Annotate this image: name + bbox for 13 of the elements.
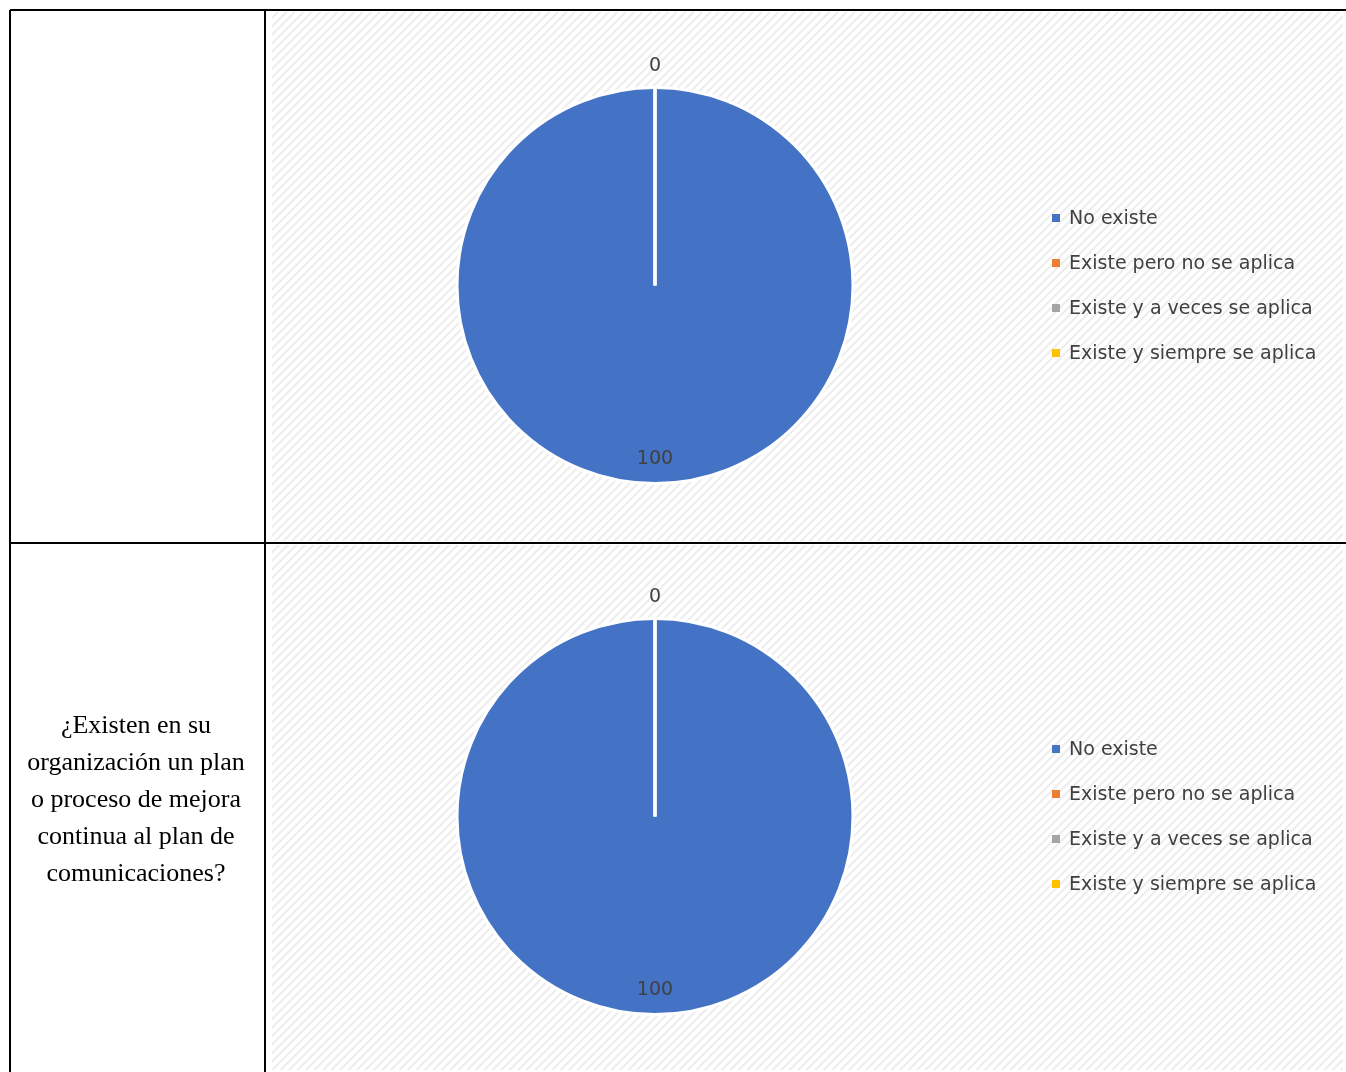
legend-label: No existe [1069,205,1158,228]
legend-label: Existe pero no se aplica [1069,781,1296,804]
data-label: 100 [636,446,674,468]
text: 0 [648,53,662,75]
data-label: 100 [636,977,674,999]
legend-label: No existe [1069,736,1158,759]
legend-label: Existe y siempre se aplica [1069,340,1317,363]
text: ¿Existen en su organización un plan o proceso de mejora continua al plan de comunicaciones? [27,710,245,888]
legend-label: Existe pero no se aplica [1069,250,1296,273]
legend-label: Existe y a veces se aplica [1069,826,1313,849]
legend-label: Existe y siempre se aplica [1069,871,1317,894]
text: 0 [648,584,662,606]
legend-label: Existe y a veces se aplica [1069,295,1313,318]
